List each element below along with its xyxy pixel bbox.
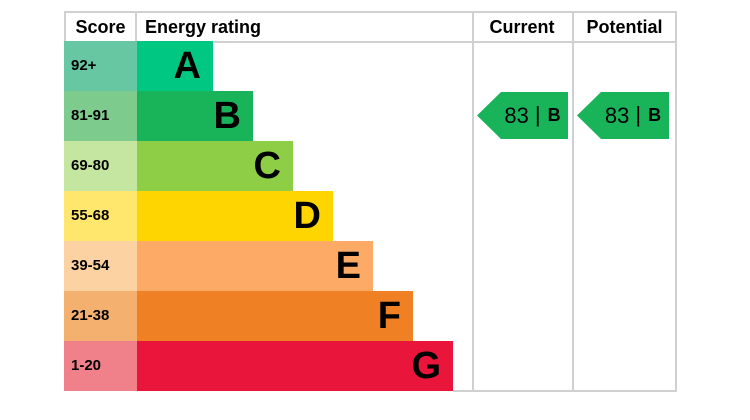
- score-range: 81-91: [64, 91, 137, 141]
- table-right-border: [675, 11, 677, 392]
- score-range: 21-38: [64, 291, 137, 341]
- rating-bar-e: E: [137, 241, 373, 291]
- rating-bar-d: D: [137, 191, 333, 241]
- table-bottom-border: [453, 390, 677, 392]
- rating-table: Score Energy rating Current Potential 92…: [64, 11, 677, 392]
- score-band-separator: |: [534, 101, 541, 127]
- band-row-e: 39-54 E: [64, 241, 677, 291]
- potential-score-value: 83: [604, 102, 630, 128]
- score-range: 92+: [64, 41, 137, 91]
- table-header: Score Energy rating Current Potential: [64, 11, 677, 43]
- rating-bar-f: F: [137, 291, 413, 341]
- band-rows: 92+ A 81-91 B 69-80 C 55-68 D 39-54 E 21…: [64, 41, 677, 391]
- current-column-divider: [472, 11, 474, 392]
- rating-bar-g: G: [137, 341, 453, 391]
- current-score-value: 83: [504, 102, 529, 128]
- band-row-a: 92+ A: [64, 41, 677, 91]
- band-row-c: 69-80 C: [64, 141, 677, 191]
- current-band-letter: B: [547, 105, 561, 125]
- score-range: 55-68: [64, 191, 137, 241]
- score-range: 1-20: [64, 341, 137, 391]
- header-energy-rating: Energy rating: [145, 17, 262, 37]
- header-left-border: [64, 13, 66, 41]
- band-row-g: 1-20 G: [64, 341, 677, 391]
- band-row-b: 81-91 B: [64, 91, 677, 141]
- header-score-divider: [135, 13, 137, 41]
- header-potential: Potential: [586, 17, 663, 37]
- score-range: 69-80: [64, 141, 137, 191]
- rating-bar-b: B: [137, 91, 253, 141]
- rating-bar-c: C: [137, 141, 293, 191]
- rating-bar-a: A: [137, 41, 213, 91]
- score-band-separator: |: [635, 101, 642, 127]
- header-current: Current: [489, 17, 555, 37]
- header-score: Score: [75, 17, 126, 37]
- potential-column-divider: [572, 11, 574, 392]
- band-row-d: 55-68 D: [64, 191, 677, 241]
- band-row-f: 21-38 F: [64, 291, 677, 341]
- score-range: 39-54: [64, 241, 137, 291]
- potential-band-letter: B: [648, 105, 662, 125]
